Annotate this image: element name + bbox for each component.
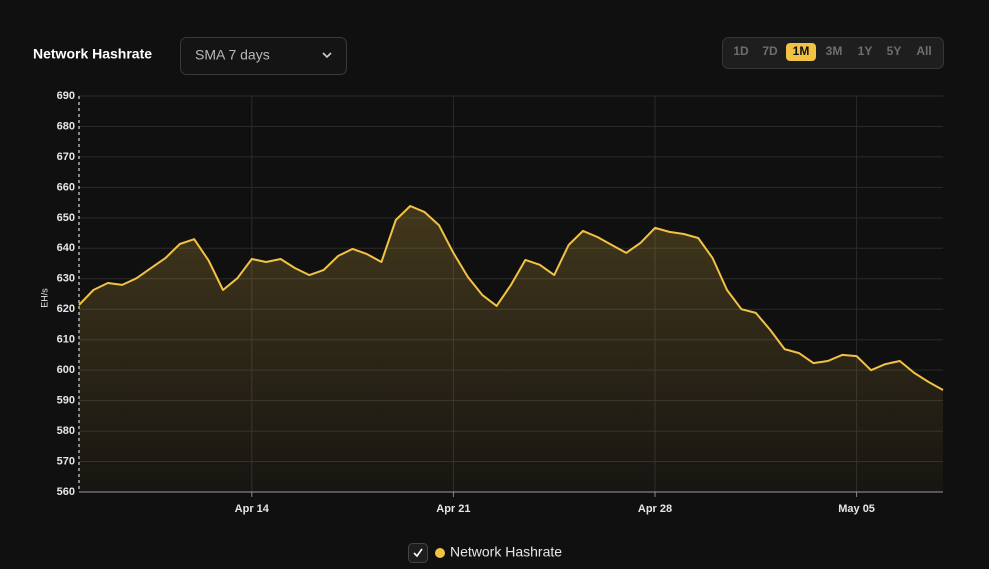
legend-checkbox[interactable]: [408, 543, 428, 563]
y-tick-label: 610: [57, 334, 75, 346]
legend-swatch: [435, 548, 445, 558]
y-tick-label: 680: [57, 120, 75, 132]
dropdown-label[interactable]: SMA 7 days: [195, 47, 270, 63]
y-tick-label: 630: [57, 273, 75, 285]
range-selector: [722, 37, 944, 69]
y-tick-label: 600: [57, 364, 75, 376]
y-tick-label: 650: [57, 212, 75, 224]
range-button[interactable]: 1Y: [858, 44, 873, 58]
dropdown-chevron: [322, 52, 332, 59]
y-tick-label: 560: [57, 486, 75, 498]
x-tick-label: Apr 14: [235, 503, 270, 515]
range-button[interactable]: 7D: [762, 44, 778, 58]
y-tick-label: 640: [57, 242, 75, 254]
y-tick-label: 670: [57, 151, 75, 163]
range-button[interactable]: 3M: [826, 44, 843, 58]
range-button[interactable]: 5Y: [887, 44, 902, 58]
range-button[interactable]: All: [916, 44, 931, 58]
y-tick-label: 620: [57, 303, 75, 315]
y-axis-label: EH/s: [39, 288, 49, 308]
y-tick-label: 660: [57, 181, 75, 193]
legend-label[interactable]: Network Hashrate: [450, 544, 562, 560]
dropdown[interactable]: [180, 37, 347, 75]
y-tick-label: 570: [57, 455, 75, 467]
y-tick-label: 590: [57, 395, 75, 407]
x-tick-label: Apr 28: [638, 503, 672, 515]
x-tick-label: Apr 21: [436, 503, 470, 515]
y-tick-label: 580: [57, 425, 75, 437]
x-tick-label: May 05: [838, 503, 875, 515]
legend-check: [413, 548, 423, 558]
range-button-active[interactable]: [786, 43, 816, 61]
area: [79, 206, 943, 492]
line: [78, 205, 944, 391]
range-button[interactable]: 1M: [793, 44, 810, 58]
range-button[interactable]: 1D: [733, 44, 749, 58]
y-tick-label: 690: [57, 90, 75, 102]
header-title: Network Hashrate: [33, 46, 152, 62]
